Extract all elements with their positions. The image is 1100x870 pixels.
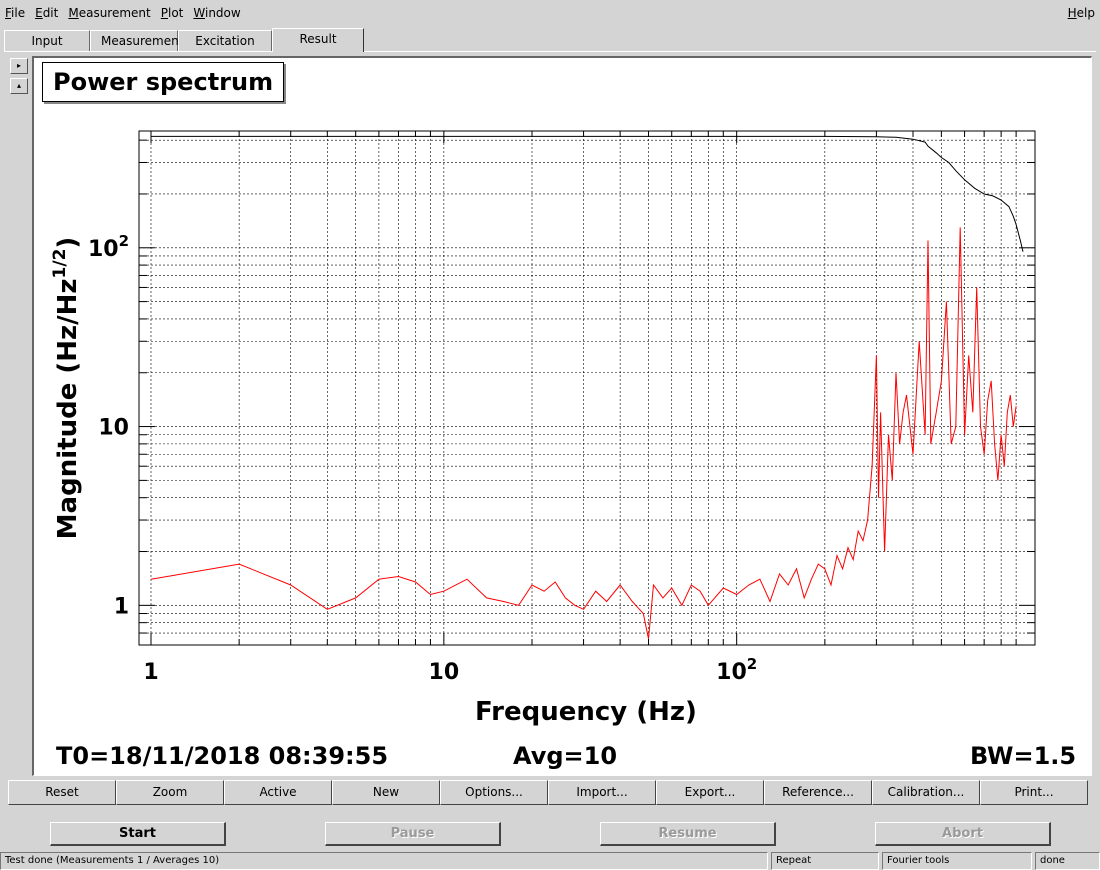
- t0-label: T0=18/11/2018 08:39:55: [56, 742, 389, 770]
- options-button[interactable]: Options...: [440, 780, 548, 805]
- calibration-button[interactable]: Calibration...: [872, 780, 980, 805]
- status-state: done: [1035, 852, 1100, 870]
- menu-edit[interactable]: Edit: [35, 6, 59, 20]
- x-axis-title: Frequency (Hz): [475, 697, 697, 727]
- coherence-line-black: [151, 135, 1024, 252]
- expand-up-button[interactable]: ▴: [10, 78, 28, 94]
- reset-button[interactable]: Reset: [8, 780, 116, 805]
- chart-labels: 1 10 102 1 10 102 Frequency (Hz) Magnitude (Hz/…: [50, 232, 757, 727]
- tab-measurement[interactable]: Measurement: [90, 30, 183, 52]
- tab-input[interactable]: Input: [4, 30, 90, 52]
- x-tick-label: 10: [429, 660, 460, 685]
- resume-button[interactable]: Resume: [600, 822, 776, 846]
- print-button[interactable]: Print...: [980, 780, 1088, 805]
- bw-label: BW=1.5: [970, 742, 1077, 770]
- menu-window[interactable]: Window: [193, 6, 241, 20]
- y-tick-label: 102: [88, 232, 129, 262]
- spectrum-line-red: [150, 227, 1017, 639]
- tab-excitation[interactable]: Excitation: [178, 30, 272, 52]
- x-tick-label: 102: [716, 655, 757, 685]
- import-button[interactable]: Import...: [548, 780, 656, 805]
- new-button[interactable]: New: [332, 780, 440, 805]
- y-tick-label: 10: [98, 416, 129, 441]
- pause-button[interactable]: Pause: [325, 822, 501, 846]
- expand-right-button[interactable]: ▸: [10, 58, 28, 74]
- export-button[interactable]: Export...: [656, 780, 764, 805]
- menu-help[interactable]: Help: [1067, 6, 1095, 20]
- status-tools: Fourier tools: [882, 852, 1032, 870]
- plot-button-bar: Reset Zoom Active New Options... Import.…: [8, 780, 1088, 806]
- menu-file[interactable]: File: [5, 6, 26, 20]
- chart-ticks: [139, 131, 1035, 646]
- active-button[interactable]: Active: [224, 780, 332, 805]
- chart-series: [150, 135, 1024, 639]
- plot-title[interactable]: Power spectrum: [42, 62, 285, 102]
- start-button[interactable]: Start: [50, 822, 226, 846]
- tab-bar: Input Measurement Excitation Result: [4, 28, 364, 52]
- menu-plot[interactable]: Plot: [160, 6, 184, 20]
- y-tick-label: 1: [114, 594, 129, 619]
- tab-panel-border: [4, 51, 1096, 52]
- menu-bar: File Edit Measurement Plot Window Help: [0, 0, 1100, 26]
- abort-button[interactable]: Abort: [875, 822, 1051, 846]
- chart-grid: [139, 131, 1035, 646]
- plot-frame: [138, 130, 1036, 646]
- status-repeat: Repeat: [771, 852, 879, 870]
- zoom-button[interactable]: Zoom: [116, 780, 224, 805]
- y-axis-title: Magnitude (Hz/Hz1/2): [50, 237, 83, 540]
- status-message: Test done (Measurements 1 / Averages 10): [0, 852, 768, 870]
- menu-measurement[interactable]: Measurement: [68, 6, 151, 20]
- avg-label: Avg=10: [513, 742, 618, 770]
- x-tick-label: 1: [143, 660, 158, 685]
- reference-button[interactable]: Reference...: [764, 780, 872, 805]
- tab-result[interactable]: Result: [272, 28, 364, 52]
